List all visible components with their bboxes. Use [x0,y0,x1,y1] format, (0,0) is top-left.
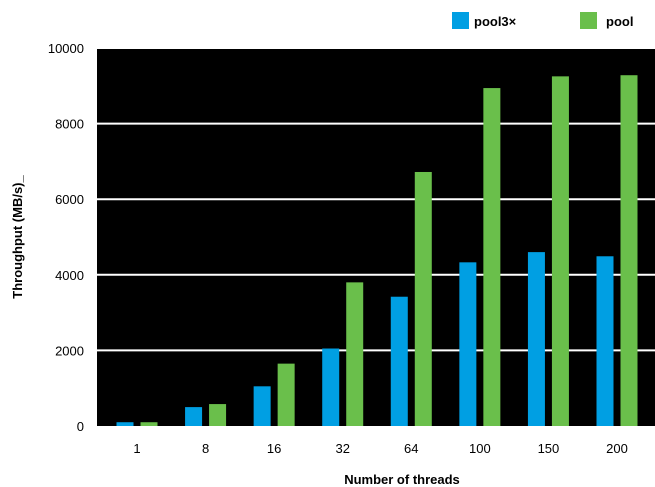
x-tick-label: 64 [404,441,418,456]
bar-pool-150 [551,76,569,426]
x-tick-label: 150 [538,441,560,456]
bar-pool3-64 [390,296,408,426]
x-tick-label: 16 [267,441,281,456]
legend-swatch [452,12,469,29]
bar-pool3-100 [459,262,477,426]
plot-area [97,48,655,426]
legend: pool3× pool [452,12,633,29]
bars [116,75,638,427]
bar-pool3-8 [185,407,203,426]
bar-pool-32 [346,282,364,426]
bar-pool-1 [140,422,158,426]
bar-pool3-200 [596,256,614,426]
bar-pool3-150 [527,252,545,426]
bar-pool-64 [414,171,432,426]
bar-pool-100 [483,88,501,427]
x-axis-tick-labels: 1 8 16 32 64 100 150 200 [133,441,627,456]
x-tick-label: 200 [606,441,628,456]
legend-label: pool [606,14,633,29]
bar-pool3-16 [253,386,271,426]
y-tick-label: 0 [77,419,84,434]
y-axis-tick-labels: 0 2000 4000 6000 8000 10000 [48,41,84,434]
x-tick-label: 8 [202,441,209,456]
y-tick-label: 10000 [48,41,84,56]
bar-pool-8 [209,404,227,426]
y-tick-label: 6000 [55,192,84,207]
y-tick-label: 4000 [55,268,84,283]
x-tick-label: 100 [469,441,491,456]
bar-pool3-32 [322,348,340,426]
bar-pool3-1 [116,422,134,426]
y-axis-title: Throughput (MB/s)_ [10,174,25,298]
y-tick-label: 8000 [55,117,84,132]
x-tick-label: 32 [335,441,349,456]
bar-pool-16 [277,363,295,426]
x-tick-label: 1 [133,441,140,456]
y-tick-label: 2000 [55,343,84,358]
legend-label: pool3× [474,14,517,29]
x-axis-title: Number of threads [344,472,460,487]
bar-pool-200 [620,75,638,426]
legend-swatch [580,12,597,29]
